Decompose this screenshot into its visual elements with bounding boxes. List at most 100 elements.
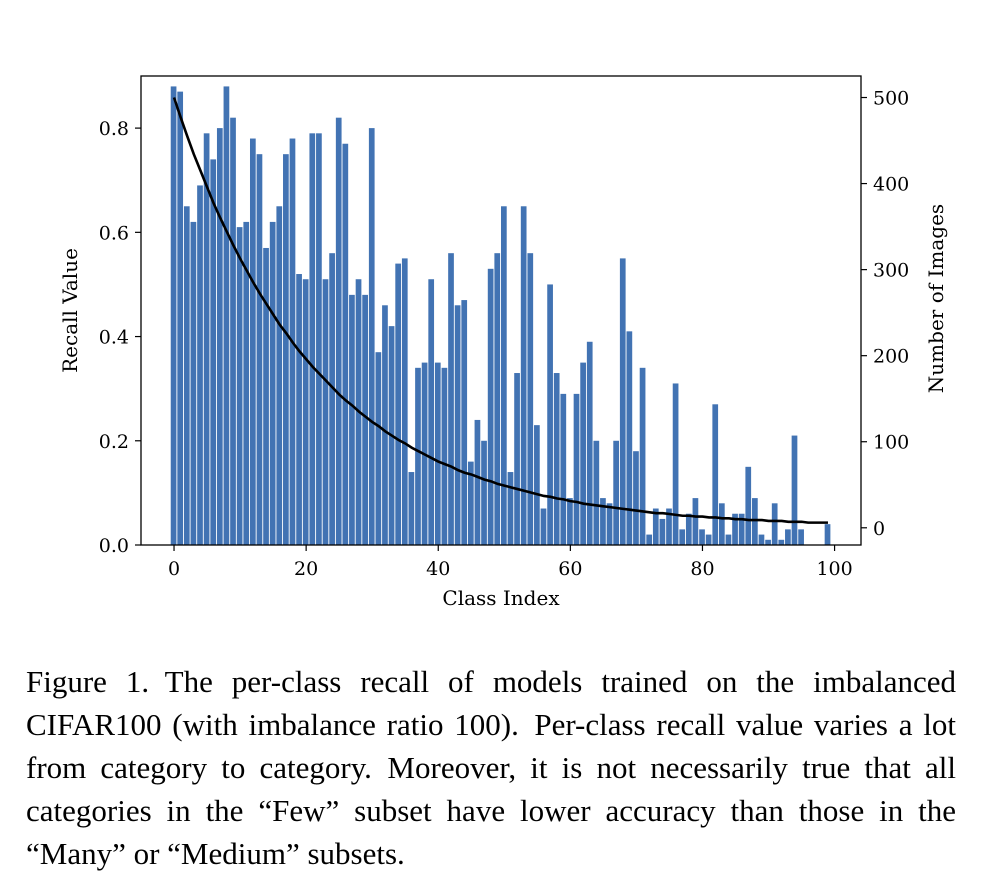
y2-tick-label: 200 bbox=[873, 346, 909, 368]
recall-bar bbox=[197, 185, 203, 545]
recall-bar bbox=[481, 440, 487, 545]
recall-bar bbox=[606, 503, 613, 545]
recall-bar bbox=[659, 518, 666, 545]
x-tick-label: 60 bbox=[558, 558, 582, 580]
recall-bar bbox=[302, 279, 309, 545]
recall-bar bbox=[177, 91, 184, 545]
recall-bar bbox=[296, 274, 302, 545]
recall-bar bbox=[652, 508, 659, 545]
recall-chart: 0 20 40 60 80 100 0.0 0.2 0.4 0.6 0.8 0 100 200 300 4… bbox=[58, 75, 948, 610]
recall-bar bbox=[276, 206, 283, 545]
recall-bar bbox=[672, 383, 679, 545]
recall-bar bbox=[765, 539, 771, 545]
recall-bar bbox=[593, 440, 600, 545]
recall-bar bbox=[362, 294, 368, 545]
recall-bar bbox=[415, 367, 421, 545]
recall-bar bbox=[692, 498, 699, 545]
recall-bar bbox=[349, 294, 355, 545]
y2-tick-label: 400 bbox=[873, 174, 909, 196]
recall-bar bbox=[527, 253, 534, 545]
recall-bar bbox=[705, 534, 712, 545]
y-tick-label: 0.0 bbox=[99, 535, 129, 557]
recall-bar bbox=[824, 524, 831, 545]
recall-bar bbox=[249, 138, 256, 545]
recall-bar bbox=[501, 206, 507, 545]
recall-bar bbox=[329, 253, 335, 545]
x-tick-label: 0 bbox=[168, 558, 180, 580]
image-count-line bbox=[172, 97, 828, 524]
recall-bar bbox=[619, 258, 626, 545]
recall-bar bbox=[639, 367, 646, 545]
recall-bar bbox=[507, 472, 514, 545]
recall-bar bbox=[752, 498, 758, 545]
recall-bar bbox=[725, 534, 732, 545]
recall-bar bbox=[210, 159, 217, 545]
recall-bar bbox=[256, 154, 263, 546]
recall-bar bbox=[401, 258, 408, 545]
recall-bar bbox=[785, 529, 791, 545]
recall-bar bbox=[520, 206, 527, 545]
recall-bar bbox=[223, 86, 230, 546]
y-axis-ticks: 0.0 0.2 0.4 0.6 0.8 bbox=[99, 118, 141, 557]
recall-bar bbox=[183, 206, 190, 545]
recall-bar bbox=[203, 133, 210, 545]
recall-bar bbox=[190, 221, 197, 545]
recall-bar bbox=[778, 539, 785, 545]
recall-bar bbox=[560, 393, 567, 545]
y2-tick-label: 300 bbox=[873, 260, 909, 282]
recall-bar bbox=[586, 341, 593, 545]
y2-tick-label: 100 bbox=[873, 432, 909, 454]
recall-bar bbox=[626, 331, 633, 545]
recall-bar bbox=[633, 451, 639, 545]
recall-bar bbox=[263, 247, 269, 545]
y-tick-label: 0.4 bbox=[99, 327, 129, 349]
recall-bar bbox=[428, 279, 435, 545]
y-tick-label: 0.2 bbox=[99, 431, 129, 453]
recall-bar bbox=[368, 128, 375, 546]
recall-bar bbox=[679, 529, 686, 545]
recall-bar bbox=[316, 133, 322, 545]
recall-bar bbox=[712, 404, 719, 545]
recall-bar bbox=[395, 263, 402, 545]
recall-bar bbox=[216, 128, 223, 546]
recall-bar bbox=[514, 373, 520, 545]
x-tick-label: 40 bbox=[426, 558, 450, 580]
y-tick-label: 0.6 bbox=[99, 222, 129, 244]
x-axis-title: Class Index bbox=[442, 586, 560, 610]
recall-bar bbox=[540, 508, 547, 545]
recall-bar bbox=[718, 503, 725, 545]
recall-bar bbox=[534, 425, 540, 545]
recall-bar bbox=[448, 253, 454, 545]
figure-caption: Figure 1. The per-class recall of models… bbox=[26, 664, 956, 871]
recall-bar bbox=[269, 221, 276, 545]
recall-bar bbox=[685, 513, 692, 545]
x-tick-label: 20 bbox=[294, 558, 318, 580]
recall-bar bbox=[567, 498, 573, 545]
y2-tick-label: 500 bbox=[873, 88, 909, 110]
x-axis-ticks: 0 20 40 60 80 100 bbox=[168, 545, 853, 580]
recall-bar bbox=[798, 529, 804, 545]
x-tick-label: 80 bbox=[690, 558, 714, 580]
recall-bar bbox=[573, 393, 580, 545]
recall-bar bbox=[454, 305, 461, 545]
recall-bar bbox=[487, 268, 494, 545]
x-tick-label: 100 bbox=[816, 558, 852, 580]
recall-bar bbox=[553, 373, 560, 545]
recall-bar bbox=[342, 143, 349, 546]
y-tick-label: 0.8 bbox=[99, 118, 129, 140]
recall-bar bbox=[771, 503, 778, 545]
recall-bar bbox=[474, 419, 481, 545]
recall-bar bbox=[322, 279, 329, 545]
recall-bar bbox=[309, 133, 316, 545]
recall-bar bbox=[791, 435, 798, 545]
recall-bar bbox=[283, 154, 289, 546]
y2-tick-label: 0 bbox=[873, 518, 885, 540]
recall-bar bbox=[699, 529, 705, 545]
recall-bar bbox=[666, 508, 672, 545]
recall-bar bbox=[732, 513, 738, 545]
recall-bar bbox=[170, 86, 177, 546]
recall-bar bbox=[613, 440, 619, 545]
recall-bar bbox=[461, 300, 468, 545]
recall-bar bbox=[236, 227, 243, 545]
recall-bar bbox=[758, 534, 765, 545]
